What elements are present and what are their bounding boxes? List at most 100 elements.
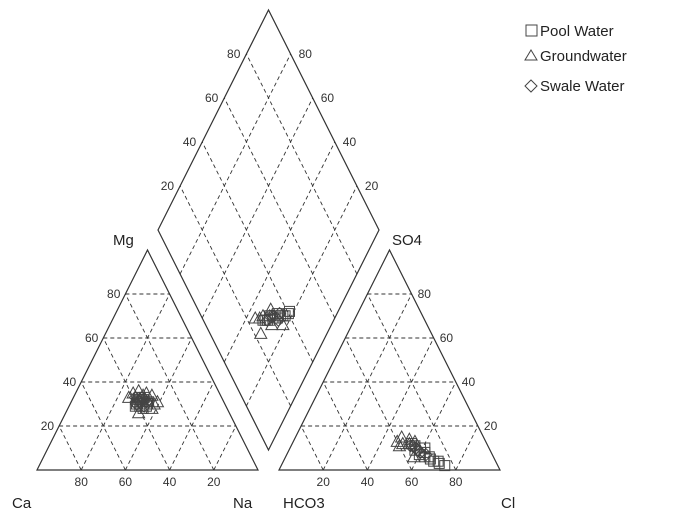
tick-label: 20 — [207, 475, 221, 489]
grid-line — [344, 337, 413, 471]
tick-label: 40 — [462, 375, 476, 389]
tick-label: 20 — [41, 419, 55, 433]
legend-label-pool-water: Pool Water — [540, 23, 614, 40]
legend-diamond-marker — [524, 79, 538, 93]
axis-label-so4: SO4 — [392, 232, 422, 249]
tick-label: 40 — [63, 375, 77, 389]
data-point-square — [439, 460, 451, 472]
data-point-diamond — [272, 306, 287, 321]
tick-label: 60 — [205, 91, 219, 105]
tick-label: 80 — [75, 475, 89, 489]
grid-line — [223, 97, 336, 319]
legend: Pool Water Groundwater Swale Water — [524, 23, 627, 95]
data-point-diamond — [137, 399, 151, 413]
tick-label: 80 — [449, 475, 463, 489]
tick-label: 60 — [119, 475, 133, 489]
data-point-diamond — [410, 443, 424, 457]
axis-label-na: Na — [233, 495, 253, 512]
grid-line — [455, 425, 479, 471]
tick-label: 60 — [321, 91, 335, 105]
anion-triangle-grid — [300, 293, 479, 471]
tick-labels: 80 60 40 20 20 40 60 80 20 40 60 80 20 40 60 80 20 40 60 80… — [41, 47, 498, 489]
grid-line — [366, 337, 435, 471]
legend-triangle-marker — [524, 49, 538, 61]
cation-triangle-frame — [36, 248, 259, 471]
data-point-triangle — [131, 405, 146, 419]
data-point-diamond — [409, 441, 423, 455]
grid-line — [223, 141, 336, 363]
tick-label: 40 — [163, 475, 177, 489]
grid-line — [58, 425, 82, 471]
data-point-diamond — [128, 390, 143, 405]
data-point-triangle — [252, 310, 267, 324]
axis-label-cl: Cl — [501, 495, 515, 512]
data-point-triangle — [136, 388, 150, 401]
diamond-outline — [157, 8, 380, 452]
data-point-diamond — [260, 313, 275, 327]
data-point-triangle — [248, 310, 263, 324]
tick-label: 60 — [85, 331, 99, 345]
tick-label: 40 — [361, 475, 375, 489]
grid-line — [245, 185, 358, 407]
data-point-square — [283, 305, 295, 317]
tick-label: 20 — [484, 419, 498, 433]
data-point-square — [432, 455, 444, 467]
tick-label: 20 — [317, 475, 331, 489]
tick-label: 80 — [299, 47, 313, 61]
data-point-triangle — [253, 326, 268, 339]
data-point-triangle — [131, 383, 146, 397]
axis-label-ca: Ca — [12, 495, 32, 512]
data-point-diamond — [419, 447, 433, 462]
data-point-square — [264, 310, 276, 322]
data-point-square — [433, 457, 445, 469]
tick-label: 20 — [161, 179, 175, 193]
grid-line — [366, 293, 457, 471]
data-point-triangle — [121, 390, 136, 403]
grid-line — [245, 53, 358, 275]
axis-label-mg: Mg — [113, 232, 134, 249]
data-point-square — [419, 442, 431, 454]
grid-line — [80, 381, 126, 471]
tick-label: 20 — [365, 179, 379, 193]
data-point-diamond — [403, 439, 418, 453]
axis-label-hco3: HCO3 — [283, 495, 325, 512]
tick-label: 80 — [107, 287, 121, 301]
cation-triangle-grid — [58, 293, 237, 471]
tick-label: 40 — [183, 135, 197, 149]
data-point-triangle — [392, 438, 407, 452]
data-point-triangle — [145, 388, 159, 401]
data-point-diamond — [139, 395, 154, 409]
legend-square-marker — [525, 24, 538, 37]
tick-label: 60 — [405, 475, 419, 489]
grid-line — [213, 425, 237, 471]
diamond-grid — [179, 53, 358, 407]
diamond-frame — [157, 8, 380, 452]
tick-label: 60 — [440, 331, 454, 345]
data-point-triangle — [263, 302, 278, 315]
legend-label-swale-water: Swale Water — [540, 78, 624, 95]
data-point-triangle — [395, 436, 410, 450]
anion-triangle-outline — [278, 248, 501, 471]
data-point-triangle — [150, 394, 165, 408]
data-point-diamond — [265, 309, 279, 323]
data-point-triangle — [390, 434, 405, 447]
tick-label: 40 — [343, 135, 357, 149]
cation-triangle-outline — [36, 248, 259, 471]
data-point-square — [282, 308, 294, 320]
data-point-diamond — [405, 439, 420, 453]
legend-item-pool-water: Pool Water — [525, 23, 614, 40]
data-point-diamond — [271, 313, 286, 327]
data-point-triangle — [394, 429, 409, 443]
data-points — [121, 302, 451, 472]
grid-line — [201, 97, 314, 319]
grid-line — [300, 425, 324, 471]
legend-item-swale-water: Swale Water — [524, 78, 624, 95]
tick-label: 80 — [227, 47, 241, 61]
grid-line — [179, 53, 292, 275]
tick-label: 80 — [418, 287, 432, 301]
anion-triangle-frame — [278, 248, 501, 471]
grid-line — [201, 141, 314, 363]
grid-line — [124, 337, 193, 471]
legend-item-groundwater: Groundwater — [524, 48, 627, 65]
